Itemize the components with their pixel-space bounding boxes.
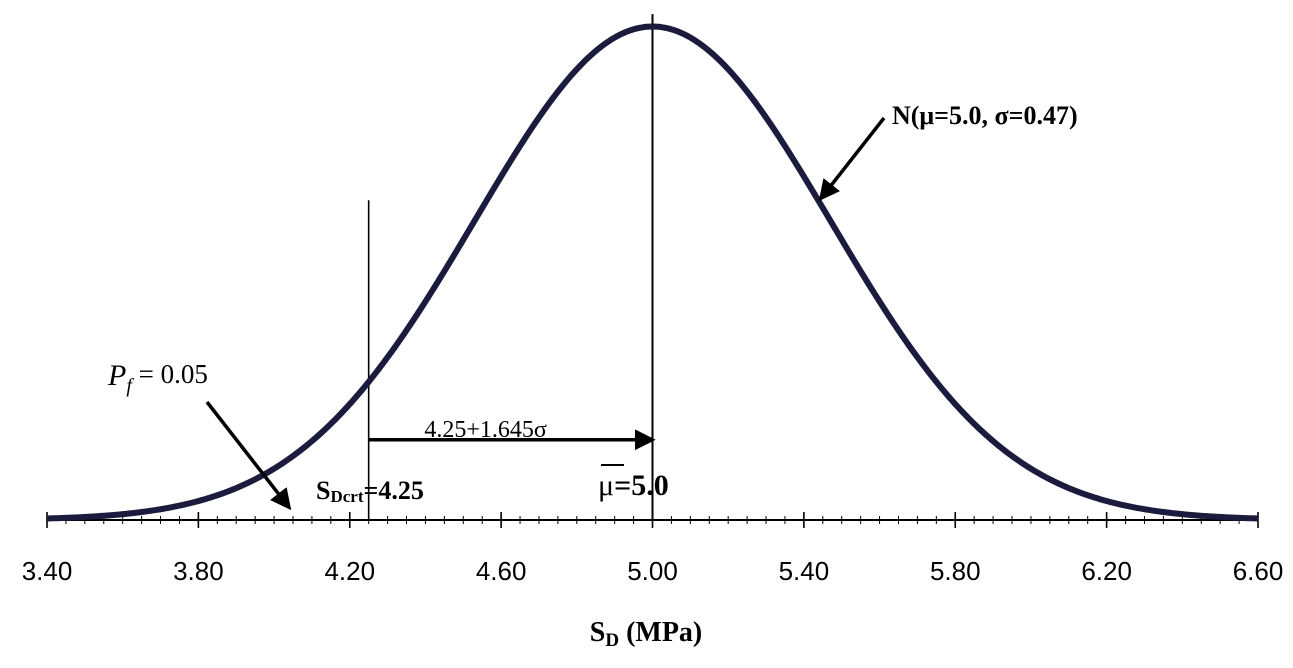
pf-annotation: Pf = 0.05	[107, 359, 208, 397]
pf-pointer	[205, 400, 292, 511]
sdcrt-symbol: S	[316, 476, 330, 505]
x-axis-label-subscript: D	[605, 630, 619, 651]
normal-curve-series	[46, 23, 1259, 522]
x-tick-label: 4.60	[476, 556, 527, 586]
x-tick-label: 5.40	[779, 556, 830, 586]
mu-symbol: μ	[598, 469, 614, 502]
critical-value-label: SDcrt=4.25	[316, 476, 424, 506]
x-axis-label-symbol: S	[590, 617, 606, 648]
tick-labels: 3.40 3.80 4.20 4.60 5.00 5.40 5.80 6.20 6.60	[22, 556, 1284, 586]
pf-value: = 0.05	[132, 359, 208, 389]
pf-subscript: f	[126, 375, 134, 397]
dimension-arrow-label: 4.25+1.645σ	[424, 417, 547, 443]
x-tick-label: 6.60	[1233, 556, 1284, 586]
x-axis-label-unit: (MPa)	[619, 617, 702, 648]
pf-symbol: P	[107, 359, 126, 392]
curve-label-pointer	[818, 116, 886, 202]
curve-label: N(μ=5.0, σ=0.47)	[892, 101, 1078, 130]
mu-value: =5.0	[614, 469, 669, 502]
x-tick-label: 5.80	[930, 556, 981, 586]
x-axis-label: SD (MPa)	[590, 617, 703, 651]
sdcrt-subscript: Dcrt	[330, 487, 363, 506]
sdcrt-value: =4.25	[364, 476, 424, 505]
x-tick-label: 6.20	[1081, 556, 1132, 586]
mean-label: μ=5.0	[598, 469, 669, 502]
x-tick-label: 5.00	[627, 556, 678, 586]
x-tick-label: 3.40	[22, 556, 73, 586]
x-tick-label: 3.80	[173, 556, 224, 586]
x-tick-label: 4.20	[324, 556, 375, 586]
